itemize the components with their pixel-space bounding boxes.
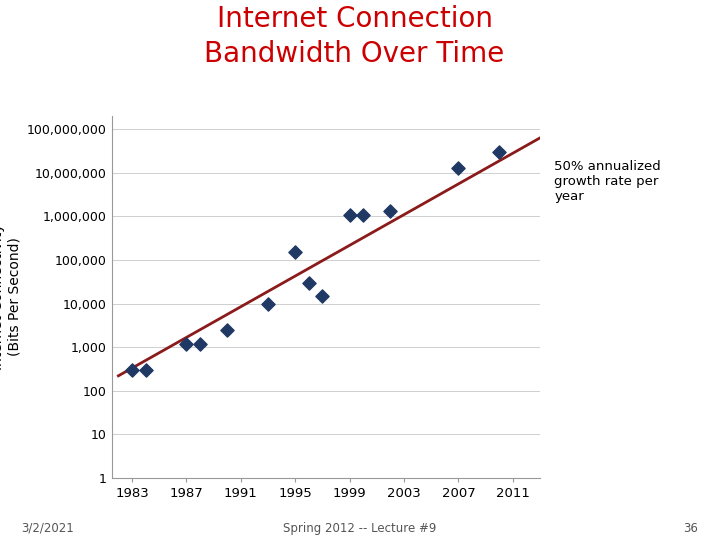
Point xyxy=(344,210,356,219)
Text: 50% annualized
growth rate per
year: 50% annualized growth rate per year xyxy=(554,159,661,202)
Point xyxy=(317,292,328,300)
Point xyxy=(493,148,505,157)
Point xyxy=(194,339,206,348)
Point xyxy=(384,207,396,216)
Text: Internet Connection
Bandwidth Over Time: Internet Connection Bandwidth Over Time xyxy=(204,5,505,68)
Point xyxy=(222,326,233,334)
Text: 3/2/2021: 3/2/2021 xyxy=(22,522,74,535)
Point xyxy=(126,366,138,374)
Text: Spring 2012 -- Lecture #9: Spring 2012 -- Lecture #9 xyxy=(283,522,437,535)
Text: 36: 36 xyxy=(683,522,698,535)
Point xyxy=(289,248,301,256)
Point xyxy=(453,164,464,172)
Point xyxy=(357,210,369,219)
Y-axis label: Internet Connectivity
(Bits Per Second): Internet Connectivity (Bits Per Second) xyxy=(0,224,22,370)
Point xyxy=(181,339,192,348)
Point xyxy=(140,366,151,374)
Point xyxy=(303,279,315,287)
Point xyxy=(262,299,274,308)
